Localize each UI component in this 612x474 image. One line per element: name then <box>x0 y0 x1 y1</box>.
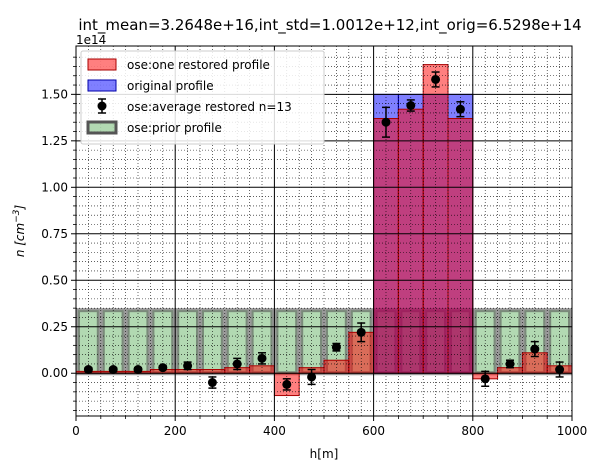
average-point <box>331 342 341 352</box>
y-axis-label-base: n [cm <box>13 223 27 257</box>
average-point <box>257 353 267 363</box>
y-tick-label: 1.25 <box>41 134 68 148</box>
legend-label-one-restored: ose:one restored profile <box>127 58 270 72</box>
restored-bar <box>249 365 275 374</box>
average-point <box>505 359 515 369</box>
average-point <box>282 379 292 389</box>
average-point <box>307 372 317 382</box>
average-point <box>356 327 366 337</box>
average-point <box>183 361 193 371</box>
average-point <box>83 365 93 375</box>
axis-layer: 0 200 400 600 800 1000 0.00 0.25 0.50 0.75 1.00 1.2… <box>41 56 588 438</box>
y-axis-label-sup: −3 <box>12 209 22 223</box>
restored-bar <box>447 118 474 374</box>
legend-swatch-one-restored <box>87 58 117 71</box>
x-tick-label: 400 <box>263 424 286 438</box>
y-tick-label: 0.00 <box>41 366 68 380</box>
x-tick-label: 0 <box>72 424 80 438</box>
average-point <box>108 365 118 375</box>
legend-swatch-prior <box>86 120 118 135</box>
x-axis-label: h[m] <box>310 447 339 461</box>
x-tick-label: 200 <box>164 424 187 438</box>
y-tick-label: 1.50 <box>41 87 68 101</box>
legend-box <box>80 50 325 145</box>
average-point <box>455 104 465 114</box>
restored-bar <box>323 359 350 374</box>
average-point <box>480 374 490 384</box>
legend-label-prior: ose:prior profile <box>127 121 222 135</box>
errorbar-layer <box>83 71 565 391</box>
x-tick-label: 600 <box>362 424 385 438</box>
chart-title: int_mean=3.2648e+16,int_std=1.0012e+12,i… <box>78 16 581 35</box>
y-tick-label: 1.00 <box>41 180 68 194</box>
x-tick-label: 1000 <box>557 424 588 438</box>
y-axis-label: n [cm−3] <box>12 205 27 258</box>
y-tick-label: 0.75 <box>41 227 68 241</box>
average-point <box>406 100 416 110</box>
average-point <box>381 117 391 127</box>
legend: ose:one restored profile original profil… <box>80 50 325 145</box>
y-axis-label-close: ] <box>13 205 27 211</box>
average-point <box>555 365 565 375</box>
average-point <box>133 365 143 375</box>
average-point <box>158 363 168 373</box>
y-tick-label: 0.25 <box>41 320 68 334</box>
x-tick-label: 800 <box>461 424 484 438</box>
restored-bar <box>373 118 399 374</box>
y-offset-text: 1e14 <box>76 33 106 47</box>
legend-swatch-original <box>87 79 117 92</box>
average-point <box>431 74 441 84</box>
restored-bar <box>422 64 449 374</box>
legend-errorbar-marker <box>97 101 107 111</box>
legend-label-average: ose:average restored n=13 <box>127 100 292 114</box>
y-tick-label: 0.50 <box>41 273 68 287</box>
legend-label-original: original profile <box>127 79 214 93</box>
average-point <box>232 359 242 369</box>
average-point <box>530 344 540 354</box>
average-point <box>207 378 217 388</box>
